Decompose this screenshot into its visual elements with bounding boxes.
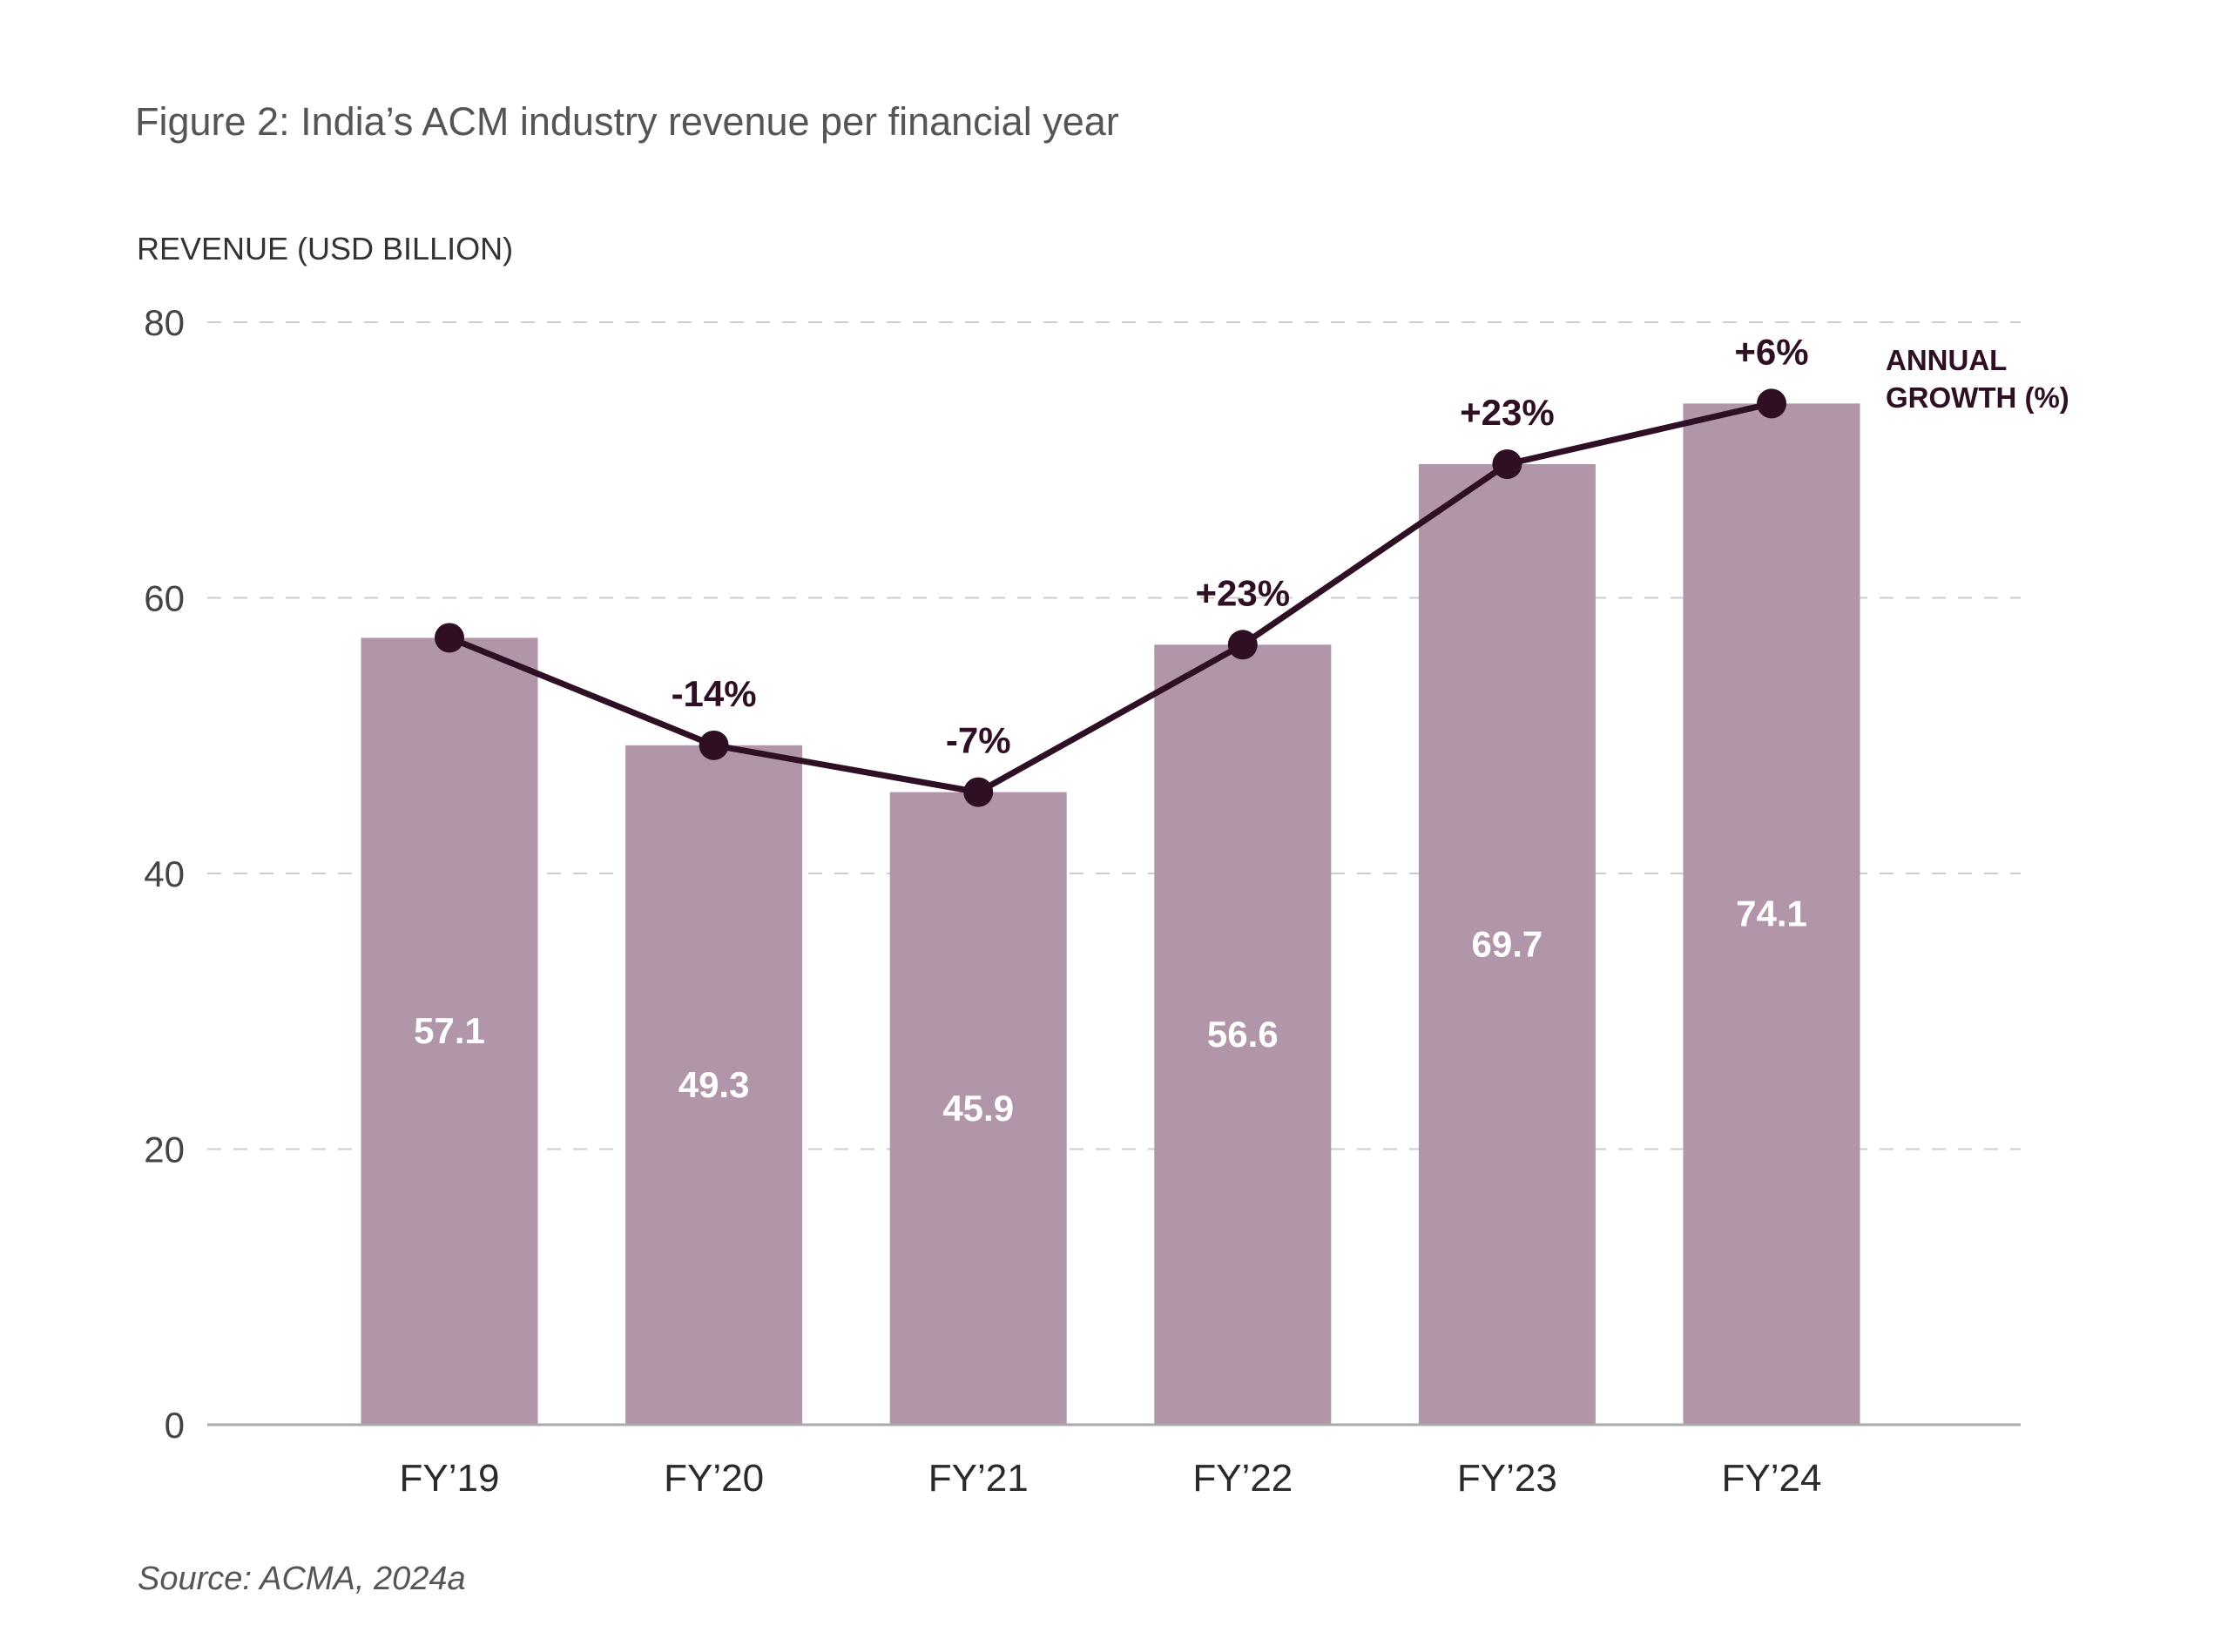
y-tick-label-0: 0 — [165, 1405, 185, 1446]
growth-line — [448, 400, 1772, 796]
x-tick-label-0: FY’19 — [400, 1457, 500, 1500]
bar-value-label-2: 45.9 — [942, 1088, 1014, 1129]
growth-label-2: -7% — [946, 720, 1011, 761]
growth-label-1: -14% — [672, 673, 757, 714]
growth-point-0 — [435, 623, 464, 653]
x-tick-label-2: FY’21 — [928, 1457, 1029, 1500]
chart-title: Figure 2: India’s ACM industry revenue p… — [135, 99, 1119, 144]
growth-label-3: +23% — [1196, 572, 1291, 613]
bar-1 — [625, 745, 803, 1425]
y-tick-label-2: 40 — [144, 853, 185, 894]
bar-value-label-1: 49.3 — [678, 1064, 750, 1105]
growth-label-4: +23% — [1460, 392, 1555, 433]
growth-legend-line-2: GROWTH (%) — [1886, 381, 2069, 414]
y-tick-label-4: 80 — [144, 302, 185, 343]
bar-3 — [1154, 644, 1332, 1425]
bar-value-label-0: 57.1 — [414, 1010, 485, 1051]
growth-legend-line-1: ANNUAL — [1886, 344, 2007, 376]
growth-labels: -14% -7% +23% +23% +6% — [672, 331, 1809, 760]
growth-point-4 — [1492, 448, 1522, 479]
source-note: Source: ACMA, 2024a — [138, 1561, 466, 1597]
y-tick-labels: 0 20 40 60 80 — [144, 302, 185, 1446]
bar-value-label-5: 74.1 — [1736, 893, 1807, 934]
growth-point-2 — [963, 777, 994, 807]
bars — [361, 403, 1860, 1426]
bar-value-label-3: 56.6 — [1207, 1014, 1279, 1055]
bar-0 — [361, 637, 538, 1425]
bar-4 — [1418, 463, 1596, 1425]
bar-value-label-4: 69.7 — [1472, 923, 1543, 964]
y-tick-label-3: 60 — [144, 578, 185, 619]
x-tick-label-3: FY’22 — [1192, 1457, 1293, 1500]
x-tick-label-4: FY’23 — [1457, 1457, 1557, 1500]
y-tick-label-1: 20 — [144, 1129, 185, 1170]
x-tick-labels: FY’19 FY’20 FY’21 FY’22 FY’23 FY’24 — [400, 1457, 1822, 1500]
y-axis-label: REVENUE (USD BILLION) — [137, 231, 513, 266]
growth-point-3 — [1227, 630, 1258, 660]
bar-2 — [889, 792, 1067, 1425]
bar-value-labels: 57.1 49.3 45.9 56.6 69.7 74.1 — [414, 893, 1807, 1129]
growth-label-5: +6% — [1734, 331, 1808, 372]
x-tick-label-5: FY’24 — [1722, 1457, 1822, 1500]
growth-point-1 — [699, 730, 729, 760]
growth-point-5 — [1757, 388, 1786, 419]
growth-points — [435, 388, 1786, 807]
x-tick-label-1: FY’20 — [664, 1457, 764, 1500]
bar-5 — [1683, 403, 1860, 1426]
